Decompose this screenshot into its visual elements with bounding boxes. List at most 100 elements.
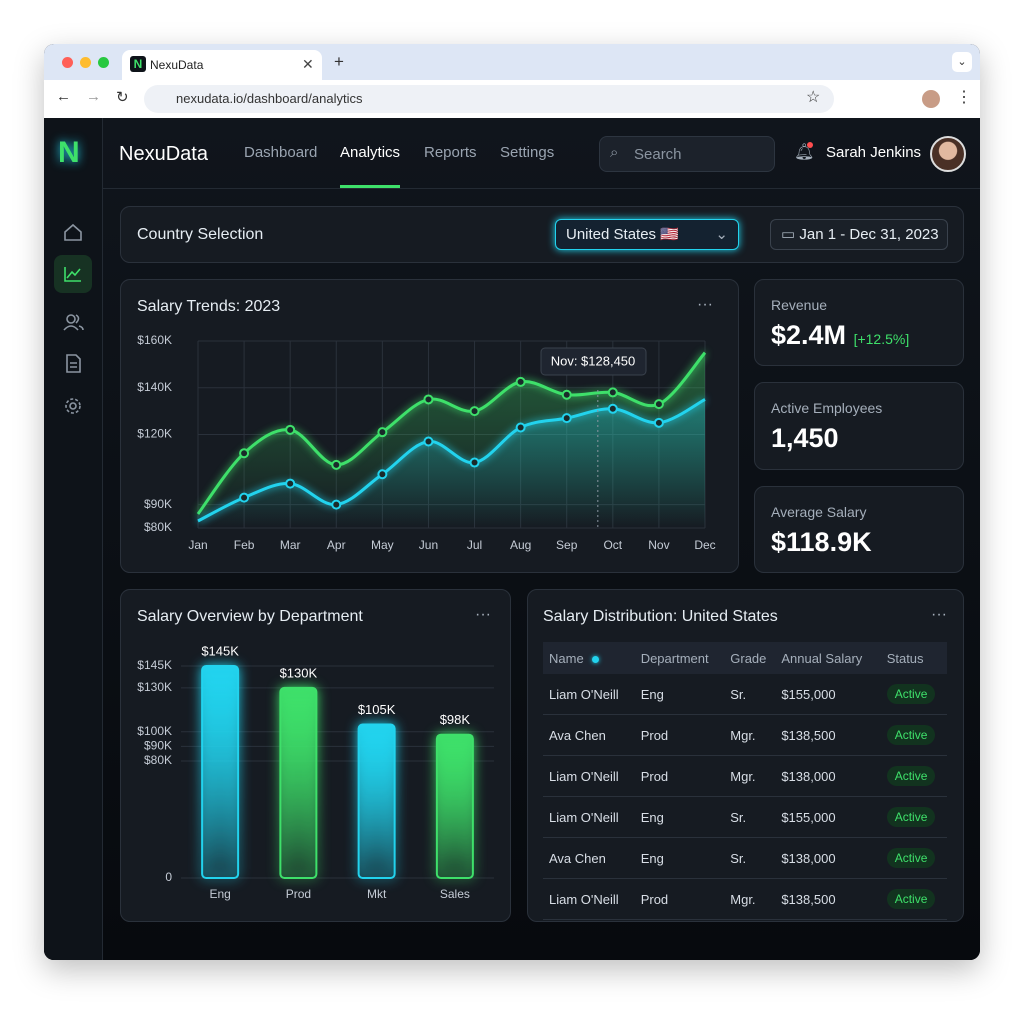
kpi-value: $118.9K bbox=[771, 527, 872, 557]
bar bbox=[279, 686, 318, 880]
header: NexuData Dashboard Analytics Reports Set… bbox=[102, 118, 980, 189]
url: nexudata.io/dashboard/analytics bbox=[176, 91, 363, 106]
tab-menu[interactable]: ⌄ bbox=[952, 52, 972, 72]
point bbox=[377, 469, 388, 480]
nav-item[interactable]: Dashboard bbox=[244, 144, 318, 161]
point bbox=[239, 492, 250, 503]
nav-item[interactable]: Settings bbox=[500, 144, 555, 161]
x-tick-label: Jan bbox=[188, 538, 207, 552]
maximize-button[interactable] bbox=[98, 57, 109, 68]
column-header: Annual Salary bbox=[775, 642, 881, 674]
x-tick-label: May bbox=[371, 538, 394, 552]
table-row: Liam O'Neill Eng Sr. $155,000 Active bbox=[543, 674, 947, 715]
calendar-icon: ▭ bbox=[781, 226, 796, 243]
browser-menu[interactable]: ⋮ bbox=[956, 89, 972, 106]
point bbox=[377, 427, 388, 438]
reload-button[interactable]: ↻ bbox=[116, 89, 129, 106]
y-tick-label: 0 bbox=[165, 870, 172, 884]
tooltip bbox=[540, 347, 647, 376]
line-chart: Salary Trends: 2023 ··· $80K $90K $120K $14… bbox=[120, 279, 739, 573]
bookmark[interactable]: ☆ bbox=[806, 89, 821, 106]
cell: $138,000 bbox=[775, 755, 881, 797]
cell: Sr. bbox=[724, 796, 776, 838]
kpi-card: Average Salary $118.9K bbox=[754, 486, 964, 573]
status-badge: Active bbox=[886, 807, 936, 827]
cell: $155,000 bbox=[775, 674, 881, 715]
cell: Active bbox=[880, 796, 947, 838]
dropdown-chevron: ⌄ bbox=[715, 226, 728, 243]
cell: Liam O'Neill bbox=[543, 674, 635, 715]
nav-item[interactable]: Reports bbox=[424, 144, 477, 161]
point bbox=[653, 399, 664, 410]
y-tick-label: $100K bbox=[137, 724, 172, 738]
more-menu[interactable]: ··· bbox=[697, 296, 713, 313]
sidebar: N bbox=[44, 118, 103, 960]
point bbox=[515, 422, 526, 433]
more-menu[interactable]: ··· bbox=[931, 606, 947, 623]
point bbox=[423, 394, 434, 405]
date-range-picker[interactable]: ▭ Jan 1 - Dec 31, 2023 bbox=[770, 219, 948, 250]
x-tick-label: Oct bbox=[603, 538, 622, 552]
back-button[interactable]: ← bbox=[56, 88, 71, 105]
forward-button[interactable]: → bbox=[86, 88, 101, 105]
close-button[interactable] bbox=[62, 57, 73, 68]
status-badge: Active bbox=[886, 889, 936, 909]
panel-title: Country Selection bbox=[137, 226, 264, 243]
cell: Mgr. bbox=[724, 714, 776, 756]
cell: $138,000 bbox=[775, 837, 881, 879]
user-avatar[interactable] bbox=[930, 136, 966, 172]
point bbox=[515, 376, 526, 387]
x-tick-label: Aug bbox=[510, 538, 531, 552]
notifications[interactable]: 🔔︎ bbox=[794, 144, 815, 161]
settings-icon[interactable] bbox=[65, 398, 81, 414]
minimize-button[interactable] bbox=[80, 57, 91, 68]
y-tick-label: $80K bbox=[144, 520, 172, 534]
tab-close[interactable]: ✕ bbox=[302, 56, 314, 72]
country-dropdown[interactable]: United States 🇺🇸 ⌄ bbox=[555, 219, 739, 250]
y-tick-label: $160K bbox=[137, 333, 172, 347]
point bbox=[607, 387, 618, 398]
profile-avatar[interactable] bbox=[922, 90, 940, 108]
address-bar: ← → ↻ nexudata.io/dashboard/analytics ☆ … bbox=[44, 80, 980, 119]
x-tick-label: Sales bbox=[440, 887, 470, 901]
x-tick-label: Prod bbox=[286, 887, 311, 901]
status-badge: Active bbox=[886, 725, 936, 745]
point bbox=[285, 478, 296, 489]
nav-item[interactable]: Analytics bbox=[340, 144, 401, 161]
analytics-icon[interactable] bbox=[64, 267, 81, 282]
x-tick-label: Jul bbox=[467, 538, 482, 552]
users-icon[interactable] bbox=[63, 314, 84, 331]
bar bbox=[357, 723, 396, 879]
reports-icon[interactable] bbox=[66, 354, 81, 373]
cell: Prod bbox=[634, 714, 725, 756]
kpi-card: Active Employees 1,450 bbox=[754, 382, 964, 470]
x-tick-label: Jun bbox=[419, 538, 438, 552]
cell: Prod bbox=[634, 755, 725, 797]
chart-title: Salary Trends: 2023 bbox=[137, 298, 280, 315]
url-field[interactable]: nexudata.io/dashboard/analytics bbox=[144, 85, 834, 113]
home-icon[interactable] bbox=[64, 223, 82, 241]
cell: Sr. bbox=[724, 837, 776, 879]
new-tab[interactable]: + bbox=[334, 52, 344, 71]
kpi-change: [+12.5%] bbox=[853, 331, 910, 347]
tab-icon: N bbox=[130, 56, 146, 72]
tab[interactable]: N NexuData ✕ bbox=[122, 50, 322, 80]
y-tick-label: $145K bbox=[137, 658, 172, 672]
tab-bar: N NexuData ✕ + ⌄ bbox=[44, 44, 980, 80]
search-field[interactable]: ⌕ Search bbox=[599, 136, 775, 172]
cell: Ava Chen bbox=[543, 837, 635, 879]
x-tick-label: Eng bbox=[209, 887, 230, 901]
table-row: Liam O'Neill Eng Sr. $155,000 Active bbox=[543, 796, 947, 838]
table-head: Name Department Grade Annual Salary Status bbox=[543, 642, 947, 674]
y-tick-label: $140K bbox=[137, 380, 172, 394]
value-label: $105K bbox=[358, 702, 396, 717]
salary-table: Name Department Grade Annual Salary Status L… bbox=[543, 642, 947, 920]
point bbox=[561, 389, 572, 400]
column-header: Grade bbox=[724, 642, 776, 674]
cell: Active bbox=[880, 674, 947, 715]
more-menu[interactable]: ··· bbox=[475, 606, 491, 623]
nav-active-underline bbox=[340, 185, 400, 188]
cell: Active bbox=[880, 837, 947, 879]
cell: $138,500 bbox=[775, 878, 881, 920]
table-body: Liam O'Neill Eng Sr. $155,000 Active Ava Chen… bbox=[543, 674, 947, 920]
